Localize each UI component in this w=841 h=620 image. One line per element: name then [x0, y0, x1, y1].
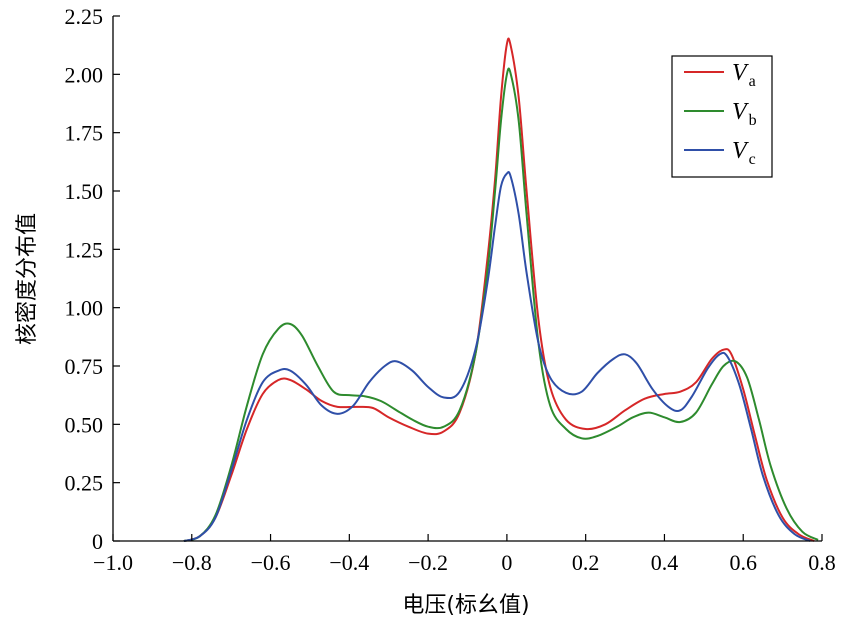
x-tick-label: −1.0: [93, 550, 133, 575]
x-axis-title: 电压(标幺值): [402, 593, 529, 618]
x-tick-label: −0.8: [172, 550, 212, 575]
y-tick-label: 2.00: [65, 62, 104, 87]
y-tick-label: 1.50: [65, 179, 104, 204]
x-tick-label: 0: [501, 550, 512, 575]
x-tick-label: −0.2: [408, 550, 448, 575]
y-tick-label: 2.25: [65, 4, 104, 29]
series-line-Va: [183, 37, 815, 542]
y-tick-label: 1.25: [65, 237, 104, 262]
x-tick-label: −0.4: [329, 550, 369, 575]
series-line-Vb: [183, 67, 819, 542]
y-tick-label: 0.25: [65, 471, 104, 496]
series-line-Vc: [183, 171, 811, 542]
x-tick-label: 0.8: [808, 550, 836, 575]
y-axis-title: 核密度分布值: [15, 213, 40, 345]
x-tick-label: −0.6: [251, 550, 291, 575]
x-tick-labels: −1.0 −0.8 −0.6 −0.4 −0.2 0 0.2 0.4 0.6 0.8: [93, 550, 836, 575]
y-tick-label: 0.75: [65, 354, 104, 379]
x-tick-label: 0.6: [729, 550, 757, 575]
axes: [112, 15, 823, 542]
y-tick-labels: 0 0.25 0.50 0.75 1.00 1.25 1.50 1.75 2.00 2.25: [65, 4, 104, 554]
x-tick-label: 0.4: [651, 550, 679, 575]
legend-box: [671, 55, 773, 178]
y-tick-label: 1.00: [65, 296, 104, 321]
y-tick-label: 0: [92, 529, 103, 554]
y-tick-label: 0.50: [65, 412, 104, 437]
x-tick-label: 0.2: [572, 550, 600, 575]
y-tick-label: 1.75: [65, 121, 104, 146]
plot-lines: [183, 37, 819, 542]
